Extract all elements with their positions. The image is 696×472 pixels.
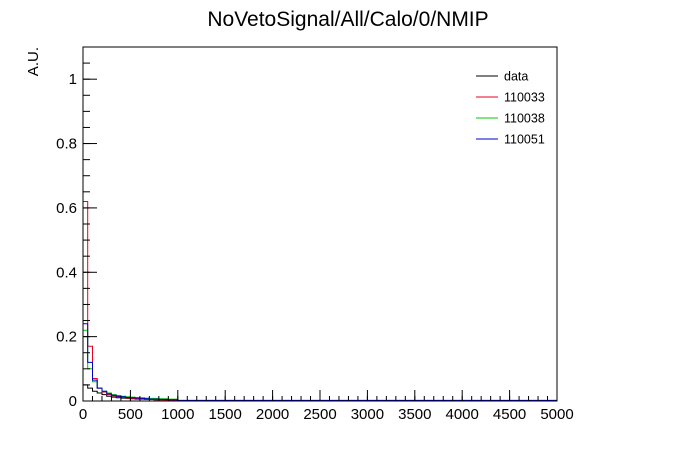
- x-tick-label: 2000: [256, 406, 289, 423]
- x-tick-label: 1500: [209, 406, 242, 423]
- x-tick-label: 0: [79, 406, 87, 423]
- y-tick-label: 0.8: [56, 136, 77, 153]
- y-tick-label: 0.6: [56, 200, 77, 217]
- y-tick-label: 0.2: [56, 329, 77, 346]
- y-tick-label: 0.4: [56, 264, 77, 281]
- legend-label: 110033: [504, 91, 545, 105]
- x-tick-label: 4500: [493, 406, 526, 423]
- x-axis: 0 500 1000 1500 2000 2500 3000 3500 4000 4500 5000: [79, 390, 574, 423]
- x-tick-label: 500: [118, 406, 143, 423]
- y-axis-label: A.U.: [25, 47, 42, 76]
- x-tick-label: 5000: [540, 406, 573, 423]
- legend: data 110033 110038 110051: [476, 70, 545, 147]
- y-axis: 0 0.2 0.4 0.6 0.8 1: [56, 46, 97, 410]
- y-tick-label: 0: [69, 393, 77, 410]
- legend-label: 110051: [504, 133, 545, 147]
- x-tick-label: 1000: [161, 406, 194, 423]
- chart-title: NoVetoSignal/All/Calo/0/NMIP: [207, 8, 488, 31]
- x-tick-label: 4000: [446, 406, 479, 423]
- x-tick-label: 2500: [303, 406, 336, 423]
- series-layer: [82, 201, 557, 402]
- y-tick-label: 1: [69, 71, 77, 88]
- x-tick-label: 3000: [351, 406, 384, 423]
- series-line-110051: [82, 323, 557, 401]
- legend-label: data: [504, 70, 528, 84]
- x-tick-label: 3500: [398, 406, 431, 423]
- legend-label: 110038: [504, 112, 545, 126]
